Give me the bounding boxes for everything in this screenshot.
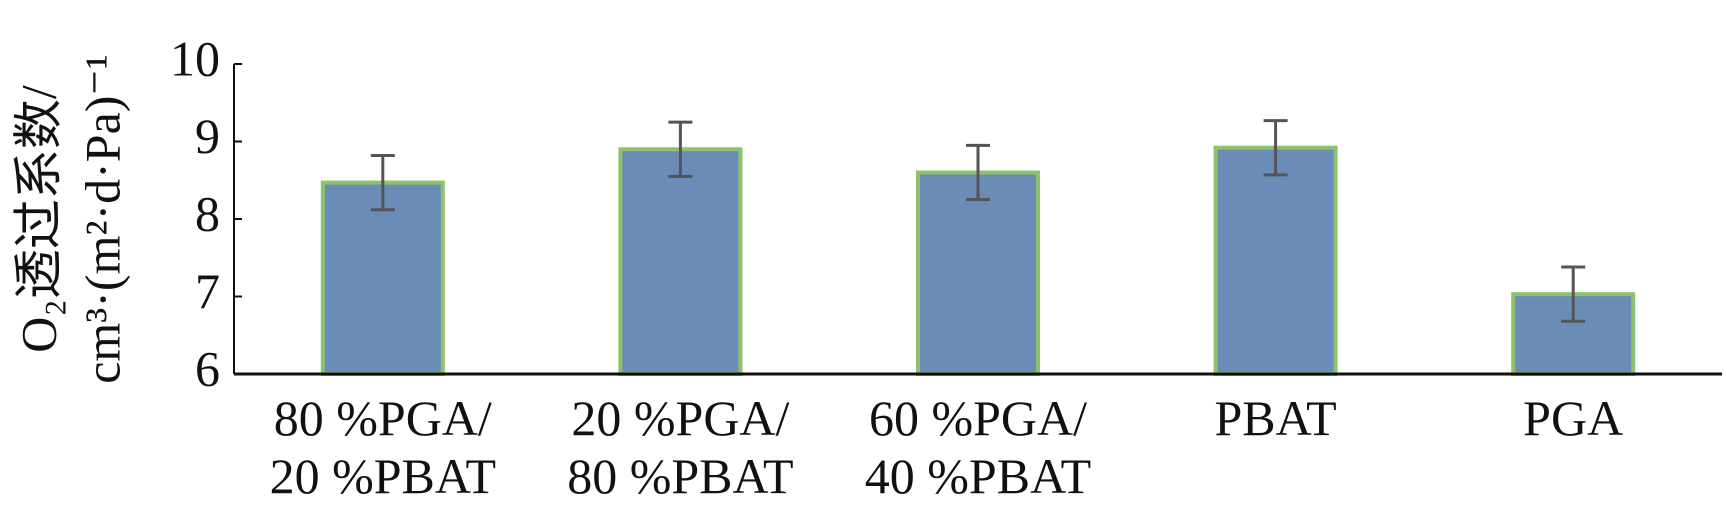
x-tick-label: PGA: [1523, 390, 1623, 446]
y-tick-label: 10: [170, 30, 220, 86]
y-tick-label: 6: [195, 340, 220, 396]
bar: [916, 170, 1040, 376]
y-tick-label: 8: [195, 185, 220, 241]
y-axis-label: O₂透过系数/: [10, 85, 66, 353]
y-tick-label: 7: [195, 263, 220, 319]
y-tick-label: 9: [195, 108, 220, 164]
y-axis-label: cm³·(m²·d·Pa)⁻¹: [74, 54, 130, 384]
bar: [320, 180, 445, 376]
bar: [618, 147, 743, 376]
x-tick-label: 80 %PGA/20 %PBAT: [270, 390, 496, 504]
x-tick-label: 20 %PGA/80 %PBAT: [567, 390, 793, 504]
bar: [1213, 145, 1338, 376]
x-tick-label: 60 %PGA/40 %PBAT: [865, 390, 1091, 504]
x-tick-label: PBAT: [1214, 390, 1336, 446]
